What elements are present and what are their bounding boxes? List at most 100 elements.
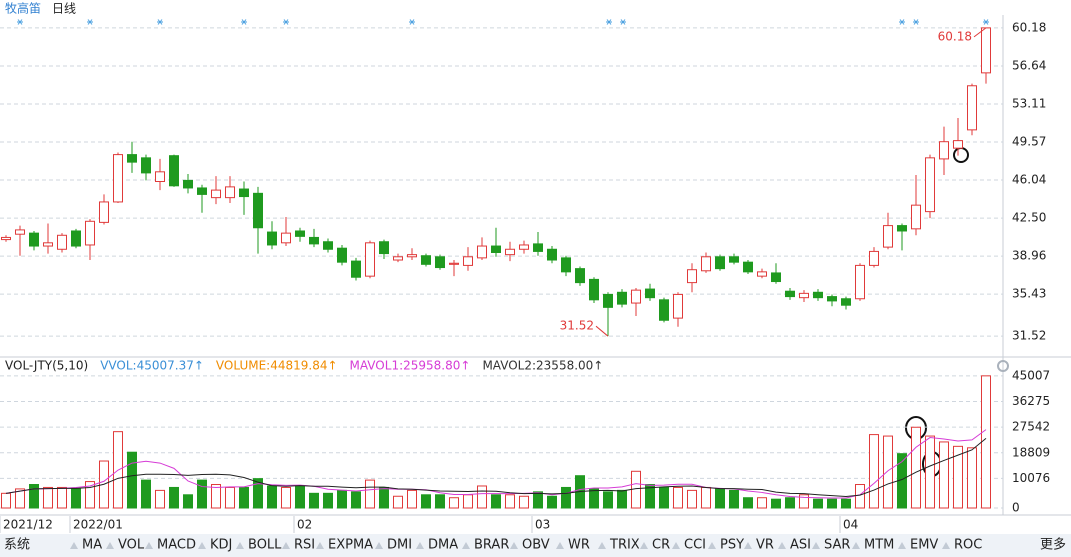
tab[interactable]: RSI <box>294 538 315 553</box>
tab[interactable]: EMV <box>910 538 938 553</box>
settings-icon[interactable] <box>997 360 1009 372</box>
tab[interactable]: OBV <box>522 538 550 553</box>
tab[interactable]: TRIX <box>609 538 640 553</box>
volume-bar <box>169 486 179 509</box>
tab[interactable]: PSY <box>720 538 744 553</box>
tab[interactable]: DMA <box>428 538 458 553</box>
volume-bar <box>197 479 207 509</box>
tab[interactable]: VOL <box>118 538 145 553</box>
candle-body <box>785 290 795 298</box>
x-tick-label: 02 <box>297 518 312 532</box>
candle-body <box>589 278 599 301</box>
candle-body <box>71 230 81 247</box>
volume-bar <box>561 486 571 509</box>
tab-arrow <box>462 542 470 549</box>
tab[interactable]: BOLL <box>248 538 282 553</box>
tab[interactable]: ASI <box>790 538 811 553</box>
tab[interactable]: EXPMA <box>328 538 373 553</box>
candle-body <box>351 260 361 278</box>
y-tick-label: 36275 <box>1012 394 1050 408</box>
candle-body <box>911 204 921 230</box>
candle-body <box>267 231 277 246</box>
tab[interactable]: CCI <box>684 538 706 553</box>
tab-arrow <box>942 542 950 549</box>
volume-bar <box>477 485 487 509</box>
tab-arrow <box>898 542 906 549</box>
candle-body <box>771 272 781 283</box>
candle-body <box>449 262 459 265</box>
volume-bar <box>337 489 347 509</box>
x-tick-label: 03 <box>535 518 550 532</box>
tab[interactable]: WR <box>568 538 590 553</box>
event-marker <box>87 19 93 25</box>
candle-body <box>645 288 655 299</box>
tab-arrow <box>672 542 680 549</box>
volume-bar <box>603 491 613 509</box>
candle-body <box>281 232 291 244</box>
volume-bar <box>547 495 557 509</box>
annotation-leader <box>973 27 987 38</box>
legend-entry: VOLUME:44819.84↑ <box>216 359 338 373</box>
tab-arrow <box>375 542 383 549</box>
volume-bar <box>281 486 291 509</box>
candle-body <box>701 256 711 272</box>
volume-bar <box>981 375 991 509</box>
y-tick-label: 60.18 <box>1012 20 1046 34</box>
volume-bar <box>757 497 767 509</box>
tab[interactable]: DMI <box>387 538 412 553</box>
tab[interactable]: MACD <box>157 538 196 553</box>
tab-arrow <box>145 542 153 549</box>
volume-bar <box>953 445 963 509</box>
event-marker <box>409 19 415 25</box>
event-marker <box>913 19 919 25</box>
tab[interactable]: MA <box>82 538 102 553</box>
tab[interactable]: VR <box>756 538 774 553</box>
volume-bar <box>841 498 851 509</box>
volume-bar <box>659 486 669 509</box>
stock-name[interactable]: 牧高笛 <box>5 1 41 16</box>
y-tick-label: 49.57 <box>1012 135 1046 149</box>
tab-arrow <box>106 542 114 549</box>
volume-bar <box>43 486 53 509</box>
volume-bar <box>85 481 95 509</box>
y-tick-label: 0 <box>1012 501 1020 515</box>
candle-body <box>841 298 851 306</box>
ma-line <box>5 438 987 498</box>
tab[interactable]: SAR <box>824 538 850 553</box>
volume-bar <box>855 484 865 509</box>
volume-bar <box>239 486 249 509</box>
y-tick-label: 45007 <box>1012 368 1050 382</box>
candle-body <box>757 271 767 277</box>
period[interactable]: 日线 <box>52 2 76 16</box>
tab-arrow <box>282 542 290 549</box>
tab[interactable]: BRAR <box>474 538 509 553</box>
candle-body <box>57 234 67 250</box>
annotation-label: 31.52 <box>560 319 594 333</box>
candle-body <box>659 299 669 321</box>
volume-bar <box>785 497 795 509</box>
tab-arrow <box>416 542 424 549</box>
tab[interactable]: ROC <box>954 538 982 553</box>
legend-entry: MAVOL1:25958.80↑ <box>350 359 471 373</box>
y-tick-label: 10076 <box>1012 471 1050 485</box>
candle-body <box>141 157 151 174</box>
candle-body <box>687 269 697 284</box>
tab[interactable]: MTM <box>864 538 894 553</box>
tab[interactable]: 更多 <box>1040 537 1066 553</box>
candle-body <box>183 179 193 189</box>
volume-bar <box>925 435 935 509</box>
tab[interactable]: KDJ <box>210 538 232 553</box>
volume-bar <box>127 451 137 509</box>
candle-body <box>323 241 333 250</box>
volume-bar <box>267 485 277 509</box>
tab[interactable]: 系统 <box>4 538 30 553</box>
tab[interactable]: CR <box>652 538 670 553</box>
volume-bar <box>967 447 977 509</box>
y-tick-label: 38.96 <box>1012 249 1046 263</box>
volume-bar <box>589 488 599 509</box>
event-marker <box>899 19 905 25</box>
candle-body <box>155 171 165 182</box>
candle-body <box>827 296 837 302</box>
candle-body <box>575 268 585 284</box>
